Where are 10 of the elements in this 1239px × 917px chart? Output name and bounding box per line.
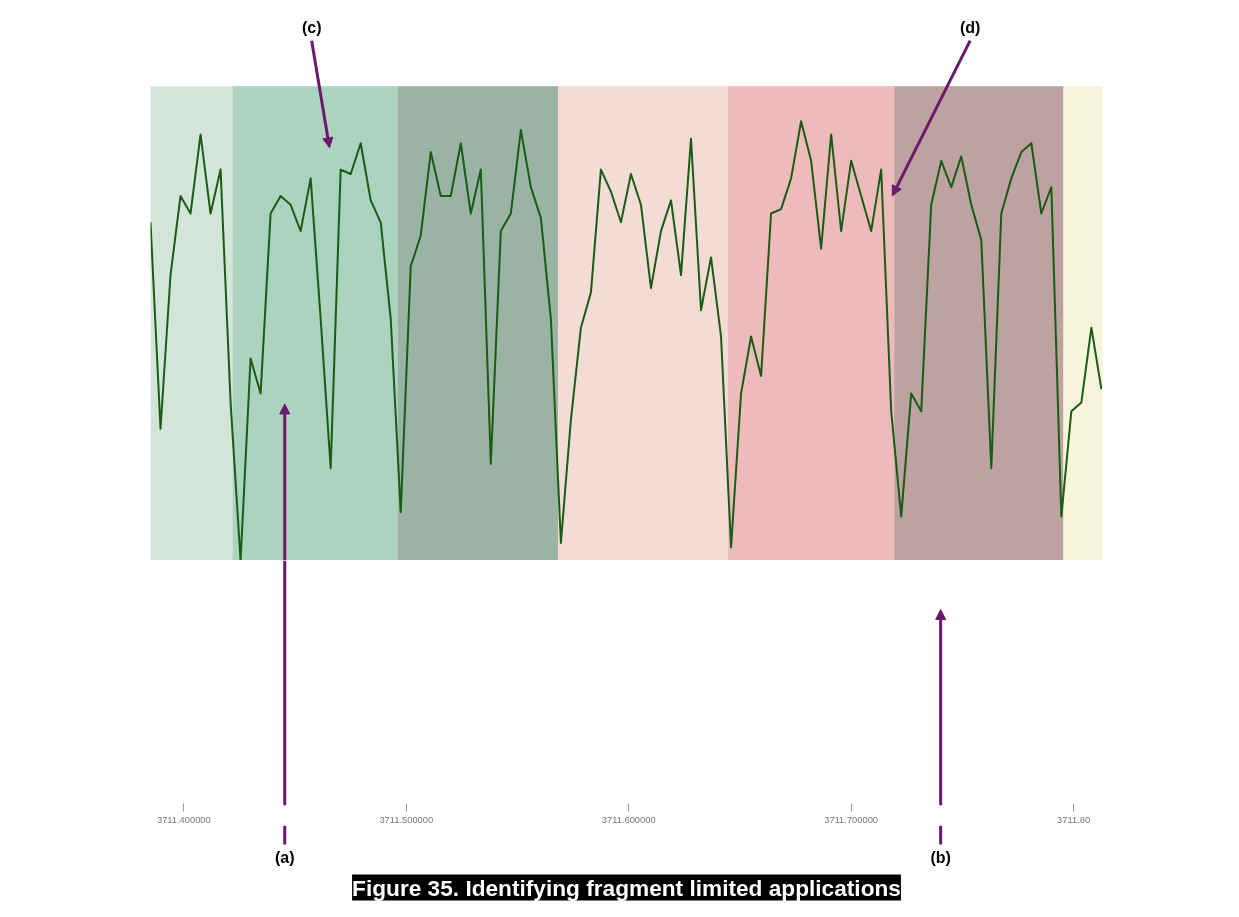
- x-tick-label: 3711.600000: [601, 814, 656, 825]
- text: Figure 35. Identifying fragment limited applications: [352, 874, 901, 901]
- x-tick-label: 3711.400000: [156, 814, 211, 825]
- x-tick-label: 3711.500000: [379, 814, 434, 825]
- x-tick-label: 3711.80: [1057, 814, 1091, 825]
- x-tick-label: 3711.700000: [824, 814, 879, 825]
- text: (a): [274, 848, 295, 866]
- text: (c): [301, 19, 322, 37]
- text: (b): [930, 848, 951, 866]
- annotation: (d): [959, 19, 981, 37]
